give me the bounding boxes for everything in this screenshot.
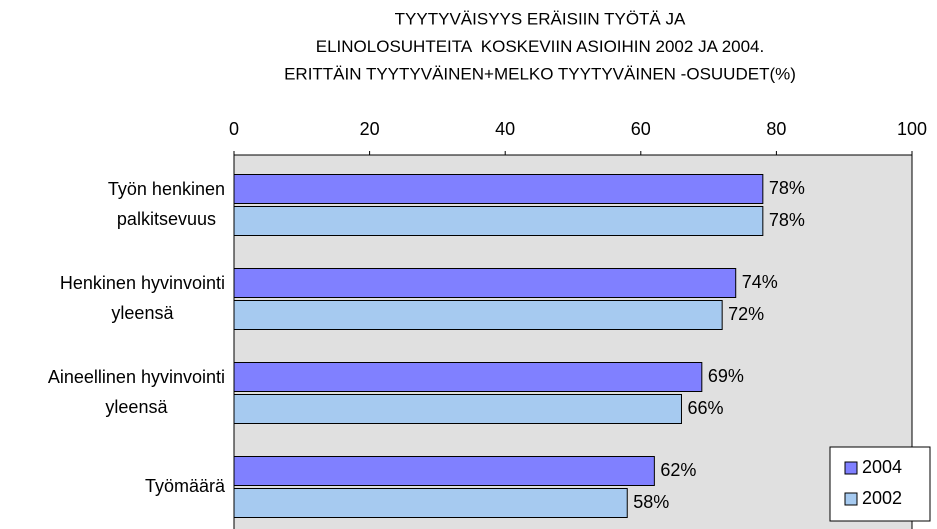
data-label: 78% [769, 178, 805, 198]
data-label: 72% [728, 304, 764, 324]
category-label: Aineellinen hyvinvointi yleensä [48, 367, 225, 417]
chart-title: ELINOLOSUHTEITA KOSKEVIIN ASIOIHIN 2002 … [316, 37, 764, 56]
legend-label: 2004 [862, 457, 902, 477]
bar [233, 456, 655, 486]
x-tick-label: 20 [360, 119, 380, 139]
x-tick-label: 0 [229, 119, 239, 139]
category-label: Henkinen hyvinvointi yleensä [60, 273, 225, 323]
x-tick-label: 100 [897, 119, 927, 139]
bar [233, 394, 682, 424]
data-label: 78% [769, 210, 805, 230]
legend-label: 2002 [862, 488, 902, 508]
data-label: 74% [742, 272, 778, 292]
bar [233, 300, 723, 330]
y-tick-label: palkitsevuus [117, 209, 216, 229]
legend-box [829, 446, 931, 522]
legend-swatch [844, 492, 858, 506]
bar [233, 362, 703, 392]
x-tick-label: 60 [631, 119, 651, 139]
chart-title: ERITTÄIN TYYTYVÄINEN+MELKO TYYTYVÄINEN -… [284, 64, 796, 83]
data-label: 62% [660, 460, 696, 480]
data-label: 58% [633, 492, 669, 512]
data-label: 66% [687, 398, 723, 418]
y-tick-label: Aineellinen hyvinvointi [48, 367, 225, 387]
bar [233, 488, 628, 518]
x-tick-label: 40 [495, 119, 515, 139]
bar [233, 206, 764, 236]
y-tick-label: Henkinen hyvinvointi [60, 273, 225, 293]
bar [233, 174, 764, 204]
x-tick-label: 80 [766, 119, 786, 139]
category-label: Työmäärä [145, 476, 226, 496]
category-label: Työn henkinen palkitsevuus [108, 179, 225, 229]
data-label: 69% [708, 366, 744, 386]
y-tick-label: Työmäärä [145, 476, 226, 496]
legend-swatch [844, 461, 858, 475]
bar [233, 268, 737, 298]
y-tick-label: yleensä [105, 397, 168, 417]
y-tick-label: yleensä [111, 303, 174, 323]
chart-title: TYYTYVÄISYYS ERÄISIIN TYÖTÄ JA [395, 9, 686, 28]
y-tick-label: Työn henkinen [108, 179, 225, 199]
